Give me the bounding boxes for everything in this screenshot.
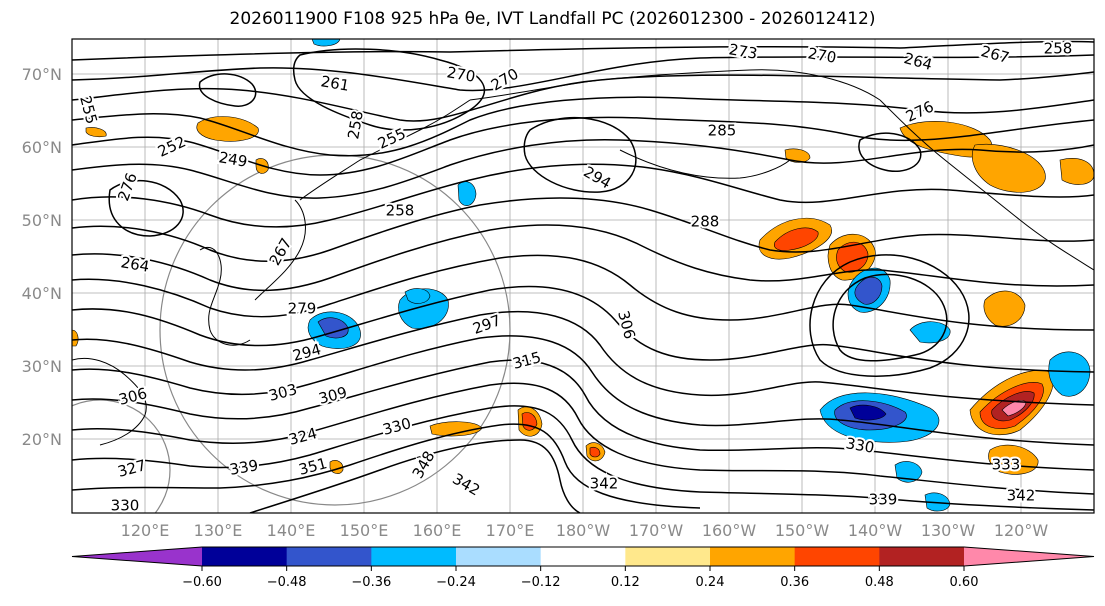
lon-label-140e: 140°E	[267, 521, 316, 540]
patch-neg-small-1	[909, 321, 951, 344]
patch-core-midpac-3	[589, 446, 601, 458]
colorbar-tick-label: −0.24	[436, 575, 476, 590]
patch-pos-westkamchatka	[196, 116, 259, 142]
patch-pos-small-6	[72, 329, 79, 347]
map-frame	[71, 38, 1095, 514]
colorbar-segment	[456, 547, 542, 566]
lon-label-160w: 160°W	[702, 521, 757, 540]
lat-label-40n: 40°N	[22, 284, 62, 303]
colorbar: −0.60 −0.48 −0.36 −0.24 −0.12 0.12 0.24 0.36 0.4…	[71, 546, 1095, 590]
contour-label: 288	[691, 213, 720, 231]
colorbar-extend-min	[72, 547, 202, 566]
contour-label: 258	[344, 109, 367, 140]
lon-label-180w: 180°W	[556, 521, 611, 540]
colorbar-segment	[879, 547, 965, 566]
colorbar-tick-label: 0.24	[696, 575, 725, 590]
colorbar-segment	[710, 547, 796, 566]
colorbar-segment	[371, 547, 457, 566]
colorbar-tick-label: −0.12	[521, 575, 561, 590]
colorbar-segment	[202, 547, 288, 566]
contour-label: 285	[708, 122, 737, 140]
contour-label: 333	[992, 456, 1021, 474]
patch-core-gulf-alaska-1	[774, 227, 819, 251]
contour-label: 342	[1007, 487, 1036, 505]
colorbar-segment	[286, 547, 372, 566]
contour-label: 264	[119, 253, 150, 276]
patch-pos-calcoast	[983, 290, 1026, 327]
patch-neg-far-east	[1048, 351, 1091, 397]
colorbar-tick-label: −0.60	[182, 575, 222, 590]
colorbar-segment	[540, 547, 626, 566]
lat-label-50n: 50°N	[22, 211, 62, 230]
longitude-labels: 120°E 130°E 140°E 150°E 160°E 170°E 180°…	[121, 521, 1049, 540]
colorbar-extend-max	[964, 547, 1094, 566]
theta-e-contours	[72, 40, 1094, 513]
patch-pos-small-7	[85, 127, 107, 138]
lat-label-30n: 30°N	[22, 357, 62, 376]
lon-label-130e: 130°E	[194, 521, 243, 540]
latitude-labels: 70°N 60°N 50°N 40°N 30°N 20°N	[22, 65, 62, 449]
patch-deep-core-subtropical	[849, 404, 887, 421]
colorbar-segment	[794, 547, 880, 566]
colorbar-tick-label: −0.36	[351, 575, 391, 590]
lon-label-120e: 120°E	[121, 521, 170, 540]
contour-label: 339	[869, 491, 898, 509]
patch-neg-small-2	[894, 461, 923, 483]
contour-label: 258	[386, 202, 415, 220]
map-title: 2026011900 F108 925 hPa θe, IVT Landfall…	[229, 9, 876, 29]
lon-label-140w: 140°W	[848, 521, 903, 540]
colorbar-tick-label: −0.48	[267, 575, 307, 590]
map-panel	[72, 39, 1094, 513]
contour-label: 279	[288, 300, 317, 318]
lat-label-20n: 20°N	[22, 430, 62, 449]
colorbar-tick-label: 0.12	[611, 575, 640, 590]
contour-label: 330	[111, 497, 140, 515]
lon-label-150e: 150°E	[340, 521, 389, 540]
colorbar-tick-label: 0.60	[950, 575, 979, 590]
lon-label-170e: 170°E	[486, 521, 535, 540]
patch-neg-jp-3	[404, 288, 431, 304]
colorbar-tick-label: 0.48	[865, 575, 894, 590]
patch-pos-alaska-2	[971, 143, 1046, 193]
lat-label-70n: 70°N	[22, 65, 62, 84]
lon-label-160e: 160°E	[413, 521, 462, 540]
lon-label-150w: 150°W	[775, 521, 830, 540]
patch-core-midpac-1	[521, 412, 538, 431]
coastlines	[72, 69, 1094, 446]
contour-label: 330	[844, 434, 875, 457]
colorbar-tick-label: 0.36	[780, 575, 809, 590]
patch-deep-neg-gulf-alaska	[854, 276, 883, 305]
lon-label-130w: 130°W	[921, 521, 976, 540]
contour-label: 342	[590, 475, 619, 493]
shaded-anomalies	[72, 39, 1094, 512]
lon-label-170w: 170°W	[629, 521, 684, 540]
lon-label-120w: 120°W	[994, 521, 1049, 540]
colorbar-segment	[625, 547, 711, 566]
lat-label-60n: 60°N	[22, 138, 62, 157]
contour-label: 258	[1044, 40, 1073, 58]
